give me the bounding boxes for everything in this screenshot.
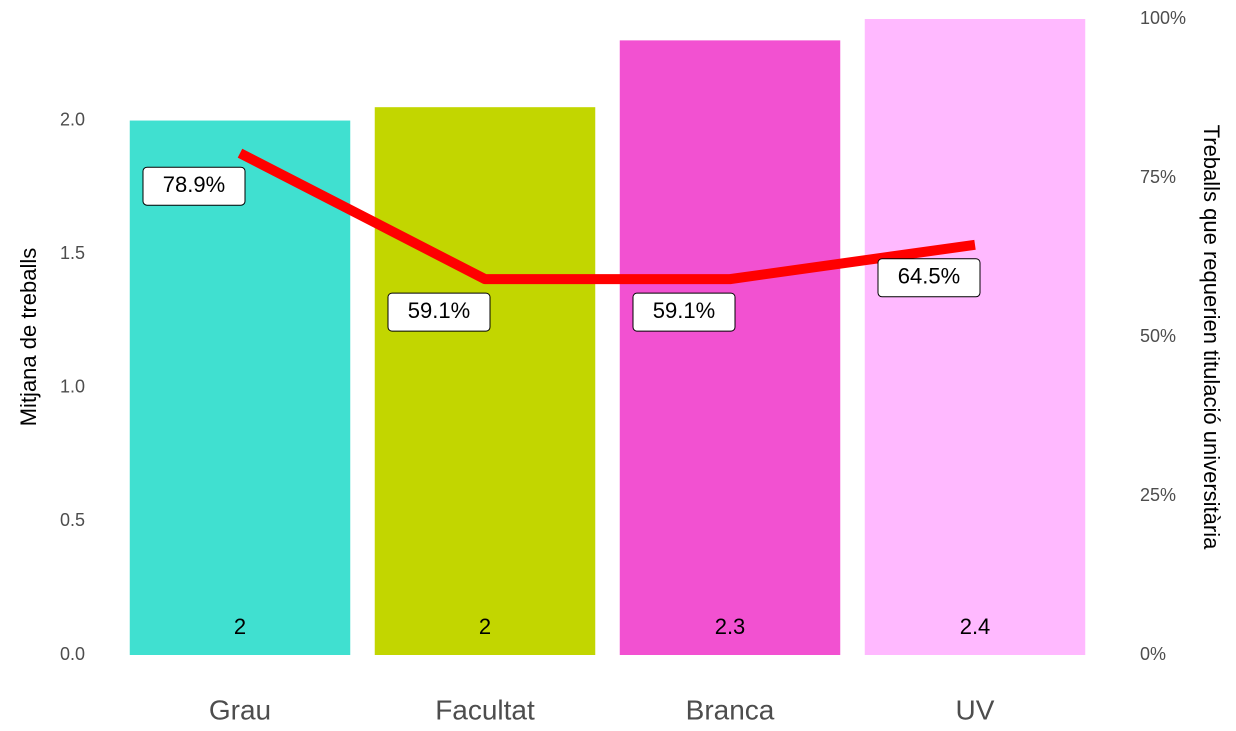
y-axis-title: Mitjana de treballs [16, 248, 41, 427]
x-tick-label: UV [956, 694, 995, 725]
y2-tick-label: 100% [1140, 8, 1186, 28]
bar [129, 120, 351, 656]
y2-tick-label: 0% [1140, 644, 1166, 664]
line-value-label: 64.5% [898, 264, 960, 289]
label-box [877, 258, 981, 298]
bar-value-label: 2 [234, 614, 246, 639]
x-tick-label: Branca [686, 694, 775, 725]
bar [619, 40, 841, 655]
label-box [632, 292, 736, 332]
y2-tick-label: 75% [1140, 167, 1176, 187]
bar-value-label: 2.4 [960, 614, 991, 639]
y-tick-label: 0.5 [60, 510, 85, 530]
bar [374, 107, 596, 655]
line-value-label: 59.1% [408, 298, 470, 323]
label-box [142, 166, 246, 206]
x-tick-label: Grau [209, 694, 271, 725]
bar-value-label: 2.3 [715, 614, 746, 639]
y-tick-label: 1.5 [60, 243, 85, 263]
bar [864, 19, 1086, 655]
y2-tick-label: 50% [1140, 326, 1176, 346]
line [237, 148, 976, 285]
y-tick-label: 1.0 [60, 377, 85, 397]
y2-axis-title: Treballs que requerien titulació univers… [1199, 125, 1224, 551]
line-value-label: 78.9% [163, 172, 225, 197]
y-tick-label: 2.0 [60, 109, 85, 129]
y-tick-label: 0.0 [60, 644, 85, 664]
label-box [387, 292, 491, 332]
bar-value-label: 2 [479, 614, 491, 639]
line-value-label: 59.1% [653, 298, 715, 323]
y2-tick-label: 25% [1140, 485, 1176, 505]
x-tick-label: Facultat [435, 694, 535, 725]
